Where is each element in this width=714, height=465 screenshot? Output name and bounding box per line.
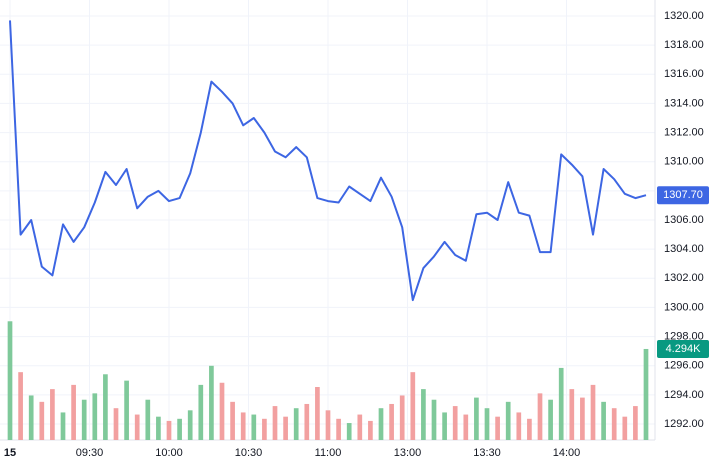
volume-bar <box>421 389 426 440</box>
volume-bar <box>410 372 416 440</box>
volume-bar <box>527 418 532 440</box>
volume-bar <box>71 384 76 440</box>
volume-bar <box>113 408 119 440</box>
price-line <box>9 20 647 302</box>
volume-bar <box>198 384 204 440</box>
y-tick-label: 1294.00 <box>664 389 704 401</box>
volume-bar <box>28 395 34 440</box>
x-tick-label: 09:30 <box>76 447 104 459</box>
volume-bar <box>209 365 214 440</box>
y-tick-label: 1320.00 <box>664 10 704 22</box>
volume-bar <box>166 420 172 440</box>
volume-bar <box>590 384 596 440</box>
x-tick-label: 15 <box>4 447 16 459</box>
volume-bar <box>452 406 458 440</box>
volume-bar <box>569 389 575 440</box>
volume-bar <box>187 410 193 440</box>
y-tick-label: 1318.00 <box>664 39 704 51</box>
volume-bar <box>50 389 55 440</box>
last-price-badge <box>657 186 709 205</box>
volume-bar <box>18 372 23 440</box>
y-tick-label: 1292.00 <box>664 418 704 430</box>
volume-bar <box>622 416 628 440</box>
volume-bar <box>580 397 585 440</box>
volume-bar <box>39 401 45 440</box>
volume-bar <box>505 401 511 440</box>
volume-bar <box>293 408 299 440</box>
volume-bar <box>368 420 373 440</box>
volume-bar <box>378 408 384 440</box>
volume-bar <box>484 408 490 440</box>
volume-bar <box>442 412 447 440</box>
volume-bar <box>124 380 129 440</box>
volume-bar <box>611 408 617 440</box>
y-tick-label: 1314.00 <box>664 97 704 109</box>
y-tick-label: 1306.00 <box>664 214 704 226</box>
last-price-label: 1307.70 <box>663 189 703 201</box>
volume-bar <box>283 416 288 440</box>
volume-bar <box>145 399 151 440</box>
x-tick-label: 10:00 <box>155 447 183 459</box>
volume-bar <box>92 393 98 440</box>
volume-bar <box>463 414 469 440</box>
volume-bar <box>262 418 267 440</box>
x-tick-label: 11:00 <box>315 447 342 459</box>
volume-bar <box>431 399 437 440</box>
volume-bar <box>346 423 352 440</box>
volume-bar <box>156 416 161 440</box>
y-tick-label: 1304.00 <box>664 243 704 255</box>
volume-bar <box>336 418 341 440</box>
last-volume-label: 4.294K <box>666 343 702 355</box>
volume-bar <box>601 401 606 440</box>
grid <box>0 0 655 440</box>
volume-bar <box>177 418 182 440</box>
volume-bar <box>474 397 479 440</box>
volume-bar <box>633 406 638 440</box>
volume-bar <box>548 399 553 440</box>
volume-bar <box>134 414 140 440</box>
volume-bar <box>304 403 310 440</box>
volume-bar <box>219 382 225 440</box>
volume-bar <box>558 367 564 440</box>
volume-bar <box>230 401 235 440</box>
x-tick-label: 10:30 <box>235 447 263 459</box>
x-tick-label: 14:00 <box>553 447 581 459</box>
volume-bar <box>643 348 649 440</box>
volume-bar <box>7 321 13 440</box>
volume-bar <box>537 393 543 440</box>
volume-bar <box>272 406 278 440</box>
volume-bar <box>103 374 108 440</box>
volume-bar <box>389 403 394 440</box>
volume-bar <box>495 416 500 440</box>
y-tick-label: 1298.00 <box>664 330 704 342</box>
x-tick-label: 13:00 <box>394 447 422 459</box>
y-tick-label: 1312.00 <box>664 126 704 138</box>
volume-bar <box>315 387 320 440</box>
volume-bar <box>325 410 331 440</box>
y-tick-label: 1300.00 <box>664 301 704 313</box>
volume-bar <box>60 412 66 440</box>
volume-bar <box>357 414 363 440</box>
volume-bar <box>399 395 405 440</box>
volume-bar <box>251 414 257 440</box>
y-tick-label: 1296.00 <box>664 360 704 372</box>
x-tick-label: 13:30 <box>473 447 501 459</box>
y-tick-label: 1316.00 <box>664 68 704 80</box>
y-tick-label: 1310.00 <box>664 156 704 168</box>
volume-bar <box>516 412 522 440</box>
y-tick-label: 1302.00 <box>664 272 704 284</box>
volume-bar <box>81 399 87 440</box>
last-volume-badge <box>657 339 709 358</box>
volume-bar <box>240 412 246 440</box>
